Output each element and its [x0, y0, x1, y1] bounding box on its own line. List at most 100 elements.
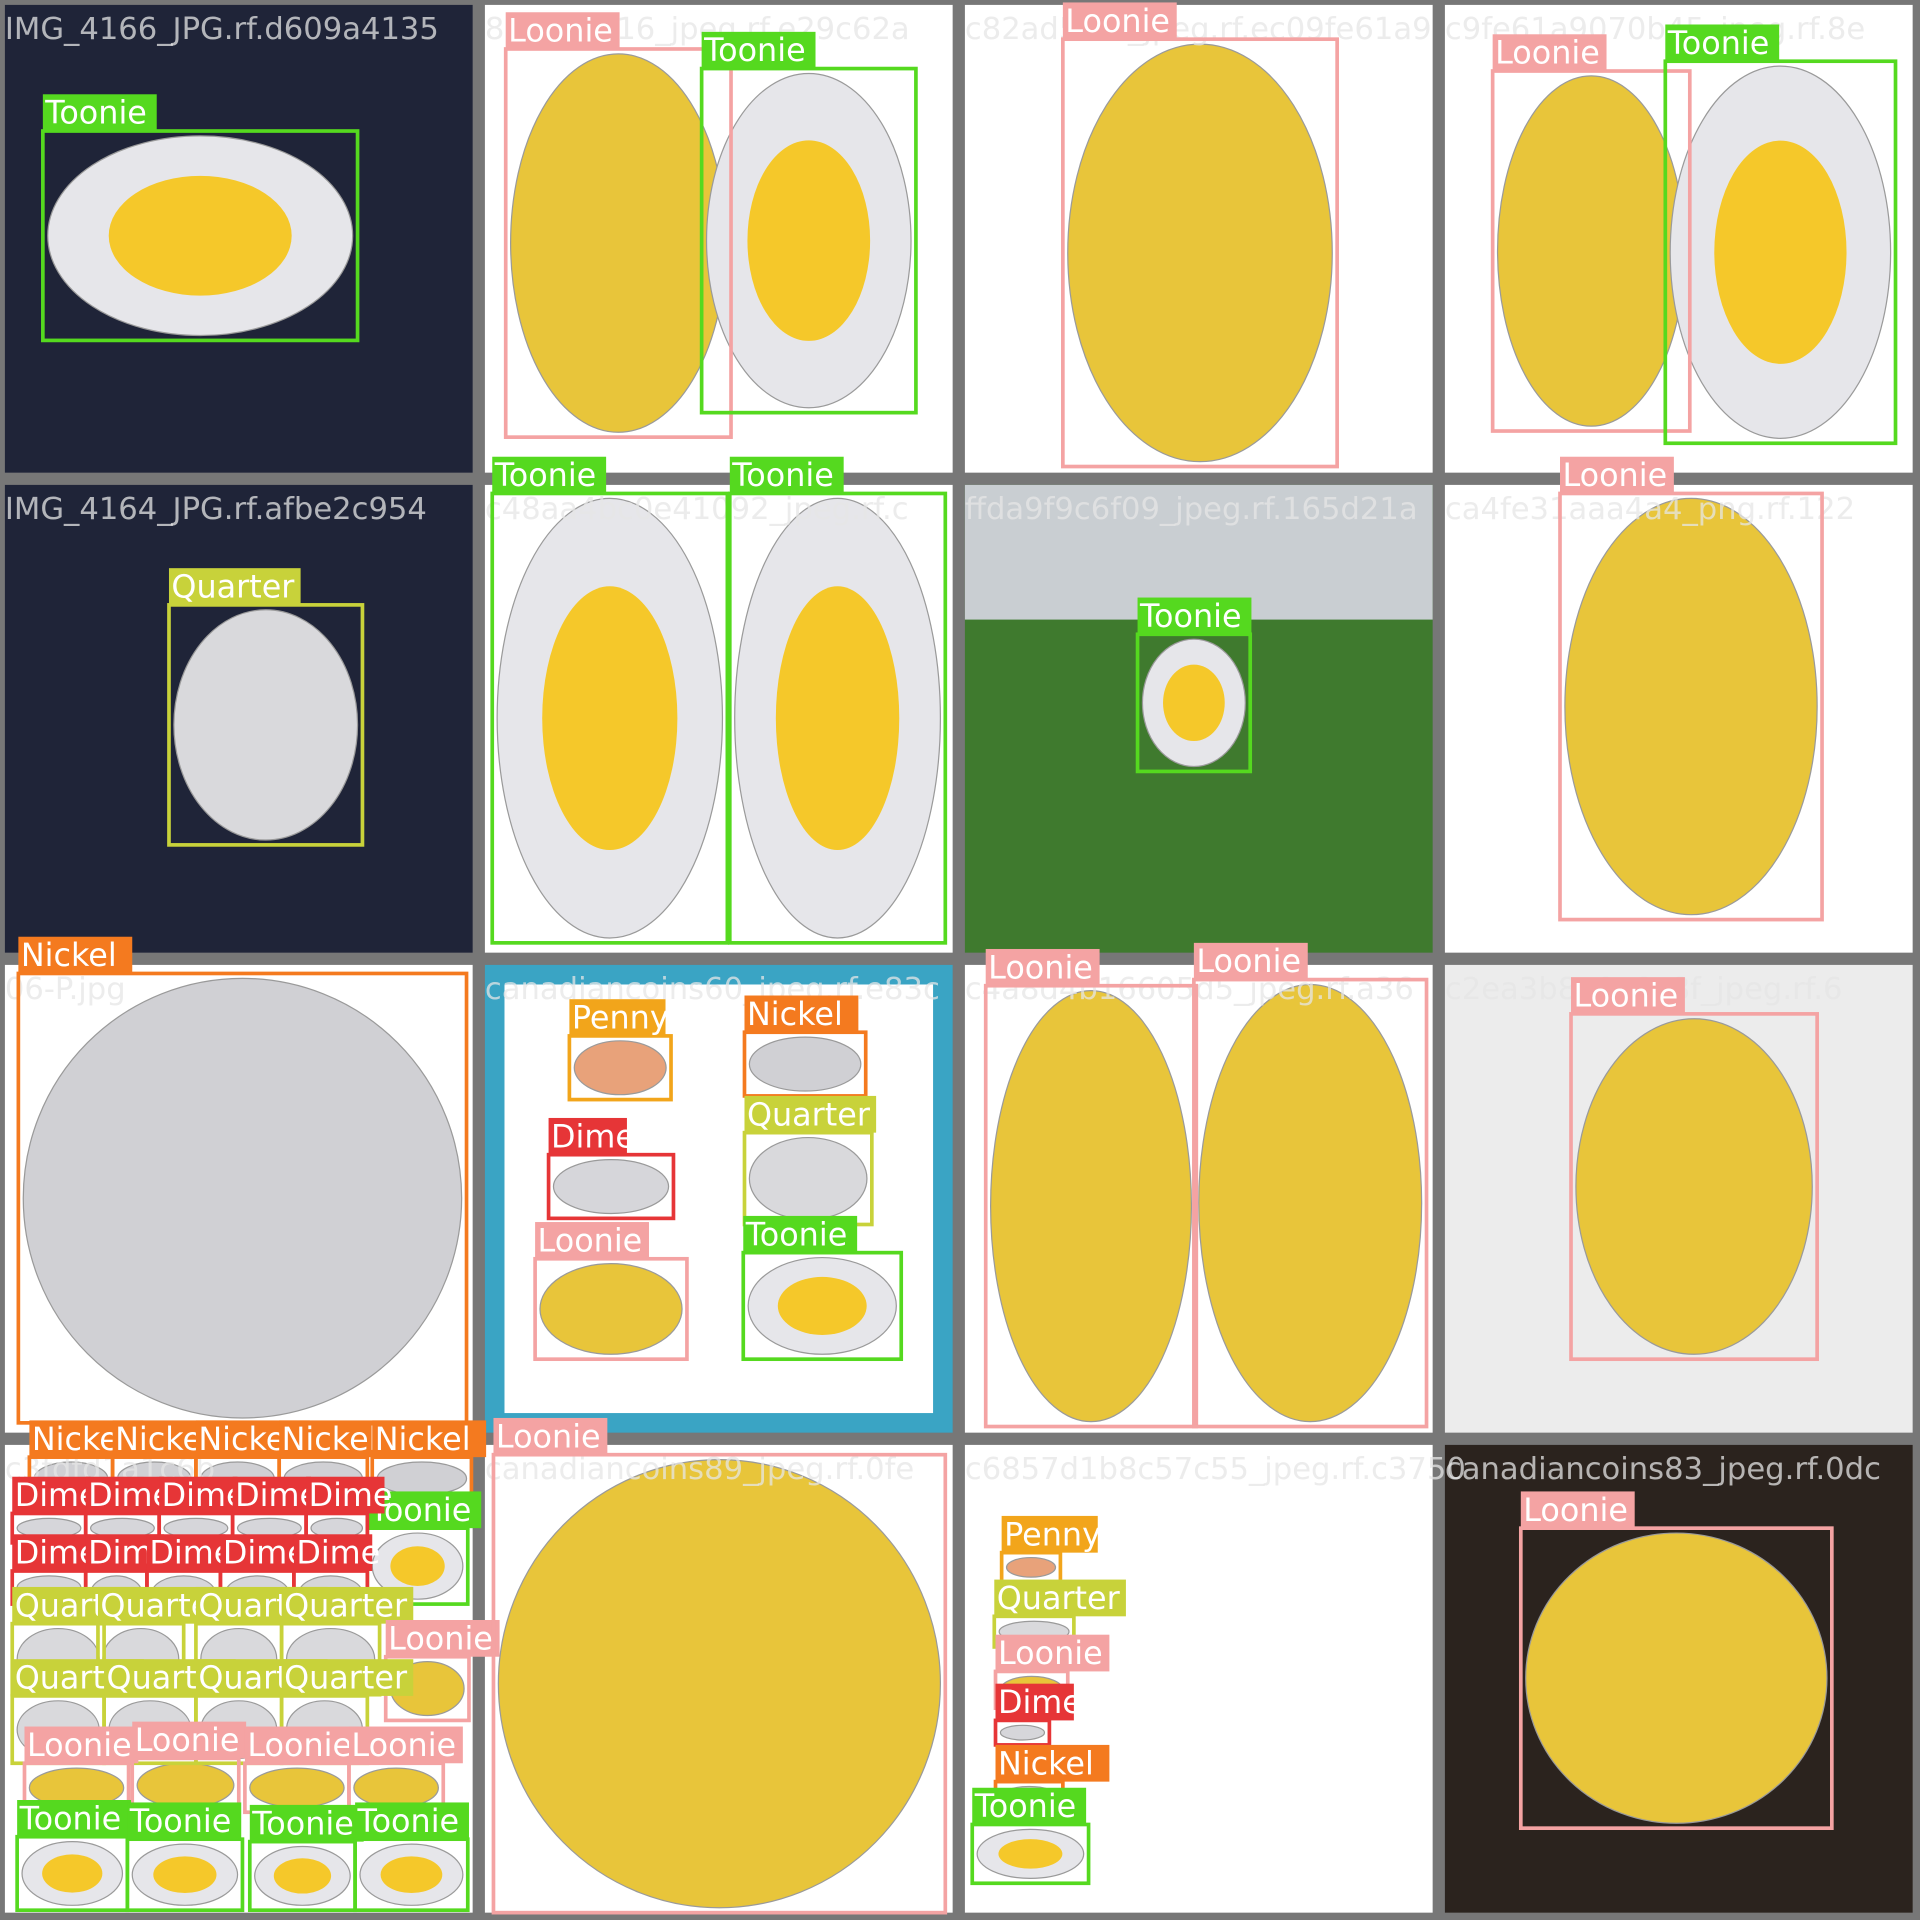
bounding-box — [1663, 59, 1898, 446]
label-tag — [994, 1579, 1126, 1617]
label-tag — [493, 1417, 608, 1455]
label: Quarter — [284, 1586, 408, 1624]
filename: canadiancoins83_jpeg.rf.0dc — [1445, 1452, 1881, 1487]
label: Toonie — [19, 1799, 122, 1837]
label-tag — [548, 1117, 627, 1155]
label: Dime — [15, 1534, 99, 1572]
label: Loonie — [388, 1619, 493, 1657]
label: Toonie — [1139, 597, 1242, 635]
label-tag — [17, 1800, 132, 1837]
coin — [748, 1036, 862, 1092]
label-tag — [220, 1534, 299, 1572]
label-tag — [701, 31, 816, 69]
label-tag — [367, 1491, 482, 1529]
coin-core — [1714, 140, 1847, 364]
label: Loonie — [1523, 1491, 1628, 1529]
bounding-box — [491, 1452, 948, 1915]
label-tag — [244, 1726, 359, 1764]
label-tag — [1520, 1491, 1635, 1529]
bounding-box — [41, 129, 360, 343]
label-tag — [1137, 597, 1252, 635]
coin — [1525, 1532, 1828, 1824]
bounding-box — [1061, 37, 1339, 469]
coin — [22, 977, 463, 1419]
coin-core — [42, 1854, 103, 1893]
coin-core — [380, 1856, 443, 1894]
label-tag — [355, 1802, 469, 1840]
label-tag — [995, 1634, 1110, 1672]
label-tag — [744, 1095, 877, 1133]
label-tag — [249, 1804, 364, 1842]
label: Toonie — [494, 456, 597, 494]
coin — [1198, 983, 1423, 1423]
bounding-box — [490, 491, 730, 945]
bounding-box — [1192, 977, 1429, 1429]
label: Loonie — [998, 1634, 1103, 1672]
label: Loonie — [1495, 34, 1600, 72]
filename: c6857d1b8c57c55_jpeg.rf.c3750 — [965, 1452, 1466, 1487]
filename: canadiancoins89_jpeg.rf.0fe — [485, 1452, 914, 1487]
coin — [1067, 43, 1333, 463]
label: Nickel — [115, 1420, 211, 1458]
label: Nickel — [32, 1420, 128, 1458]
label: Loonie — [538, 1221, 643, 1259]
label: Dime — [998, 1683, 1082, 1721]
coin — [990, 990, 1193, 1423]
coin — [1496, 75, 1686, 427]
label-tag — [42, 94, 157, 132]
label: Penny — [1004, 1515, 1101, 1553]
label-tag — [24, 1726, 139, 1764]
label-tag — [492, 456, 607, 494]
label: Quarter — [997, 1579, 1121, 1617]
label: Quarter — [171, 568, 295, 606]
label: Dime — [149, 1534, 233, 1572]
filename: ffda9f9c6f09_jpeg.rf.165d21a — [965, 492, 1418, 527]
label-tag — [306, 1476, 385, 1514]
coin — [173, 609, 359, 841]
coin — [249, 1767, 345, 1808]
label-tag — [127, 1802, 242, 1840]
label: Toonie — [357, 1802, 460, 1840]
coin-core — [108, 175, 292, 296]
label: Nickel — [21, 936, 117, 974]
label: Loonie — [496, 1417, 601, 1455]
label-tag — [372, 1420, 487, 1458]
bounding-box — [1558, 491, 1824, 922]
label: Loonie — [27, 1726, 132, 1764]
coin-core — [390, 1546, 445, 1586]
label-tag — [995, 1744, 1110, 1782]
coin — [539, 1263, 683, 1355]
coin — [999, 1724, 1046, 1741]
label-tag — [985, 948, 1100, 986]
label-tag — [729, 456, 844, 494]
label: Loonie — [508, 12, 613, 50]
label-tag — [18, 936, 133, 974]
filename: canadiancoins60_jpeg.rf.e83c — [485, 972, 940, 1007]
coin — [510, 53, 727, 433]
coin-core — [542, 586, 678, 851]
label: Quarter — [284, 1659, 408, 1697]
label-tag — [293, 1534, 373, 1572]
label: Nickel — [998, 1744, 1094, 1782]
label: Toonie — [129, 1802, 232, 1840]
label: Quarter — [747, 1095, 871, 1133]
coin-core — [777, 1276, 867, 1335]
label: Dime — [235, 1476, 319, 1514]
label-tag — [743, 1215, 858, 1253]
label-tag — [146, 1534, 226, 1572]
coin-core — [273, 1858, 332, 1894]
label-tag — [1571, 977, 1685, 1014]
label-tag — [385, 1620, 500, 1657]
filename: IMG_4166_JPG.rf.d609a4135 — [5, 12, 439, 47]
label: Loonie — [1196, 942, 1301, 980]
label-tag — [12, 1534, 91, 1572]
filename: c48aa4bc0e41092_jpeg.rf.c — [485, 492, 909, 527]
label-tag — [995, 1683, 1074, 1721]
label: Loonie — [988, 948, 1093, 986]
label: Loonie — [247, 1726, 352, 1764]
filename: IMG_4164_JPG.rf.afbe2c954 — [5, 492, 427, 527]
label: Dime — [15, 1476, 99, 1514]
label-tag — [1193, 942, 1308, 980]
label-tag — [232, 1476, 312, 1514]
